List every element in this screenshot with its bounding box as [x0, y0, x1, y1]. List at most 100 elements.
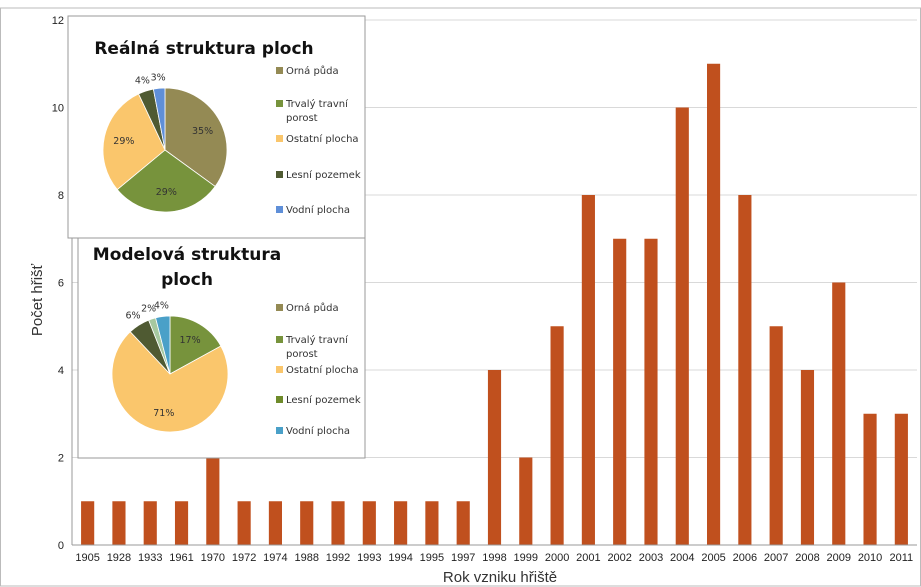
x-tick-label: 2011 [890, 552, 914, 564]
bar-2002 [613, 239, 626, 545]
legend-label: Lesní pozemek [286, 394, 361, 406]
x-tick-label: 2009 [827, 552, 851, 564]
x-tick-label: 2004 [670, 552, 694, 564]
legend-label: Ostatní plocha [286, 133, 359, 145]
legend-label: Ostatní plocha [286, 364, 359, 376]
x-tick-label: 1928 [107, 552, 131, 564]
x-axis-ticks: 1905 1928 1933 1961 1970 1972 1974 1988 1992 1993… [75, 552, 913, 564]
x-tick-label: 1992 [326, 552, 350, 564]
y-tick-label: 12 [52, 15, 64, 27]
x-tick-label: 2005 [701, 552, 725, 564]
legend-swatch [276, 67, 283, 74]
inset-pie-real: Reálná struktura ploch 35% 29% 29% 4% 3% Orn… [68, 16, 365, 238]
bar-1988 [300, 501, 313, 545]
bar-1928 [112, 501, 125, 545]
legend-swatch [276, 206, 283, 213]
bar-1999 [519, 458, 532, 546]
bar-2007 [770, 326, 783, 545]
x-tick-label: 1961 [169, 552, 193, 564]
bar-1998 [488, 370, 501, 545]
y-tick-label: 2 [58, 453, 64, 465]
x-tick-label: 1999 [514, 552, 538, 564]
bar-2009 [832, 283, 845, 546]
bar-1933 [144, 501, 157, 545]
bar-2004 [676, 108, 689, 546]
pie-slice-label: 35% [192, 126, 213, 137]
bar-2003 [644, 239, 657, 545]
y-tick-label: 0 [58, 540, 64, 552]
x-tick-label: 1995 [420, 552, 444, 564]
x-tick-label: 1905 [75, 552, 99, 564]
legend-swatch [276, 427, 283, 434]
bar-2008 [801, 370, 814, 545]
bar-2000 [551, 326, 564, 545]
x-tick-label: 2000 [545, 552, 569, 564]
legend-label: Orná půda [286, 65, 339, 77]
y-axis-title: Počet hřišť [29, 263, 46, 336]
inset-pie-model: Modelová struktura ploch 17% 71% 6%2%4% Or… [78, 238, 365, 458]
bar-2011 [895, 414, 908, 545]
legend-label: Orná půda [286, 302, 339, 314]
x-tick-label: 2007 [764, 552, 788, 564]
pie-model-title-line2: ploch [161, 270, 213, 290]
pie-slice-label: 17% [180, 335, 201, 346]
legend-label: Vodní plocha [286, 425, 350, 437]
bar-1974 [269, 501, 282, 545]
pie-slice-label: 4% [135, 76, 150, 87]
x-tick-label: 1994 [388, 552, 412, 564]
pie-slice-label: 71% [153, 408, 174, 419]
legend-swatch [276, 171, 283, 178]
legend-label: Trvalý travní [285, 334, 349, 346]
legend-swatch [276, 100, 283, 107]
x-tick-label: 1988 [294, 552, 318, 564]
pie-slice-label: 4% [154, 301, 169, 312]
y-tick-label: 8 [58, 190, 64, 202]
x-tick-label: 2010 [858, 552, 882, 564]
legend-label: Trvalý travní [285, 98, 349, 110]
legend-swatch [276, 135, 283, 142]
legend-label: porost [286, 113, 318, 124]
pie-slice-label: 6% [125, 311, 140, 322]
bar-1997 [457, 501, 470, 545]
x-tick-label: 1993 [357, 552, 381, 564]
legend-label: Vodní plocha [286, 204, 350, 216]
x-axis-title: Rok vzniku hřiště [443, 569, 557, 586]
x-tick-label: 1998 [482, 552, 506, 564]
legend-swatch [276, 304, 283, 311]
x-tick-label: 2002 [607, 552, 631, 564]
x-tick-label: 2008 [795, 552, 819, 564]
x-tick-label: 1933 [138, 552, 162, 564]
bar-1961 [175, 501, 188, 545]
pie-slice-label: 29% [156, 187, 177, 198]
x-tick-label: 2001 [576, 552, 600, 564]
bar-1995 [425, 501, 438, 545]
legend-swatch [276, 366, 283, 373]
pie-model-title-line1: Modelová struktura [93, 245, 281, 265]
x-tick-label: 1972 [232, 552, 256, 564]
bar-1970 [206, 458, 219, 546]
bar-2010 [863, 414, 876, 545]
legend-swatch [276, 396, 283, 403]
x-tick-label: 1974 [263, 552, 287, 564]
x-tick-label: 2003 [639, 552, 663, 564]
bar-1992 [331, 501, 344, 545]
x-tick-label: 1997 [451, 552, 475, 564]
x-tick-label: 1970 [201, 552, 225, 564]
y-tick-label: 10 [52, 103, 64, 115]
y-tick-label: 6 [58, 278, 64, 290]
bar-2001 [582, 195, 595, 545]
y-tick-label: 4 [58, 365, 64, 377]
bar-2006 [738, 195, 751, 545]
legend-label: Lesní pozemek [286, 169, 361, 181]
pie-real-title: Reálná struktura ploch [94, 39, 313, 59]
bar-1972 [238, 501, 251, 545]
legend-label: porost [286, 349, 318, 360]
bar-1993 [363, 501, 376, 545]
bar-2005 [707, 64, 720, 545]
legend-swatch [276, 336, 283, 343]
pie-slice-label: 3% [151, 72, 166, 83]
x-tick-label: 2006 [733, 552, 757, 564]
bar-1905 [81, 501, 94, 545]
pie-slice-label: 29% [113, 136, 134, 147]
